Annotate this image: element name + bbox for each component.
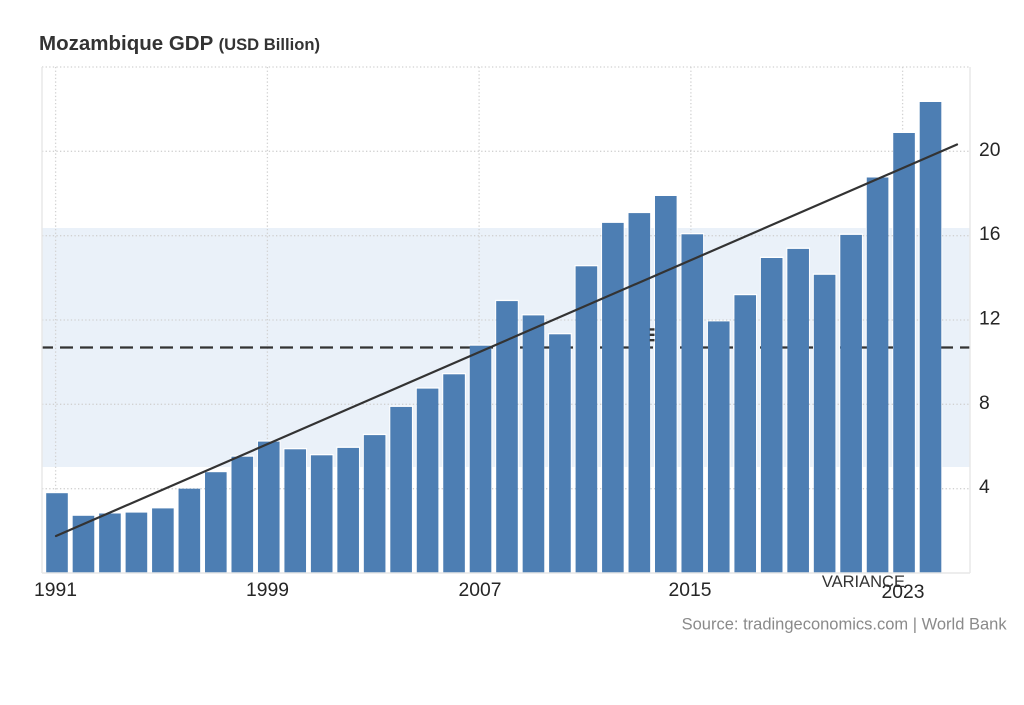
- svg-text:20: 20: [979, 140, 1000, 161]
- svg-text:2015: 2015: [669, 580, 712, 601]
- svg-text:12: 12: [979, 309, 1000, 330]
- svg-text:VARIANCE: VARIANCE: [822, 573, 905, 591]
- svg-text:16: 16: [979, 224, 1000, 245]
- svg-text:4: 4: [979, 477, 990, 498]
- svg-text:2007: 2007: [459, 580, 502, 601]
- svg-text:Source: tradingeconomics.com |: Source: tradingeconomics.com | World Ban…: [682, 616, 1008, 634]
- svg-text:8: 8: [979, 393, 990, 414]
- svg-text:1991: 1991: [34, 580, 77, 601]
- svg-text:2023: 2023: [882, 582, 925, 603]
- svg-text:Mozambique GDP (USD Billion): Mozambique GDP (USD Billion): [39, 32, 320, 55]
- svg-text:1999: 1999: [246, 580, 289, 601]
